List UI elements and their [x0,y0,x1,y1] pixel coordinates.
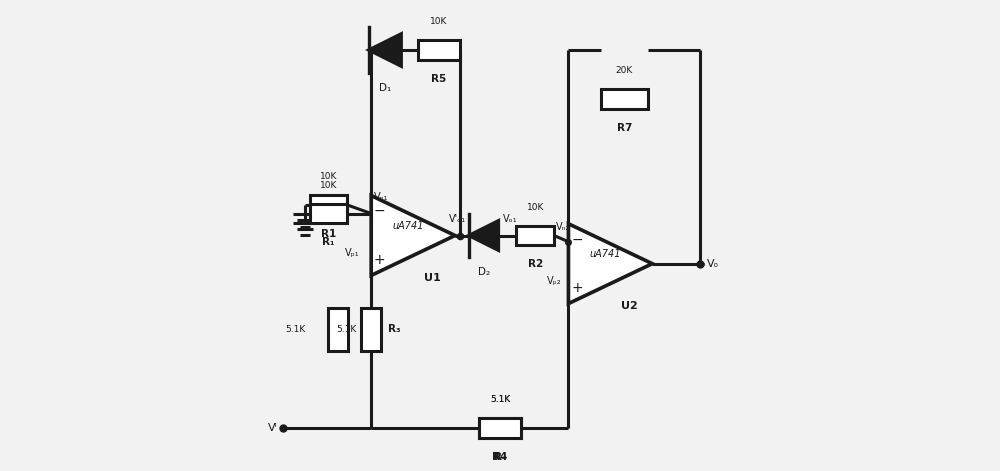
Text: 10K: 10K [320,180,337,190]
Text: D₁: D₁ [379,83,391,93]
Text: −: − [374,204,385,218]
Text: +: + [374,253,385,267]
Text: Vₙ₁: Vₙ₁ [374,192,388,202]
Text: R7: R7 [617,123,632,133]
Text: U2: U2 [621,301,638,311]
Text: R₁: R₁ [322,237,335,247]
Bar [479,418,521,438]
Text: Vₙ₂: Vₙ₂ [556,222,571,232]
Text: Vₒ₁: Vₒ₁ [503,214,518,224]
Text: Vₚ₁: Vₚ₁ [345,248,359,258]
Text: 5.1K: 5.1K [336,325,357,334]
Bar [601,89,648,109]
Text: Vᴵ: Vᴵ [268,423,277,433]
Polygon shape [568,224,652,304]
Text: 5.1K: 5.1K [490,395,510,404]
Bar [516,226,554,245]
Text: R5: R5 [431,74,447,84]
Text: D₂: D₂ [478,267,490,277]
Text: Vₚ₂: Vₚ₂ [547,276,561,286]
Bar [361,309,381,350]
Text: 10K: 10K [430,17,448,26]
Text: R₄: R₄ [494,452,506,462]
Text: R3: R3 [366,325,381,334]
Text: −: − [571,232,583,246]
Text: R2: R2 [528,260,543,269]
Text: +: + [571,281,583,295]
Bar [310,203,347,223]
Text: U1: U1 [424,273,440,283]
Bar [479,418,521,438]
Text: 5.1K: 5.1K [285,325,305,334]
Text: 20K: 20K [616,66,633,75]
Text: 5.1K: 5.1K [490,395,510,404]
Text: 10K: 10K [527,203,544,211]
Bar [328,309,348,350]
Text: V'ₒ₁: V'ₒ₁ [449,214,466,224]
Text: uA741: uA741 [393,221,424,231]
Text: R1: R1 [321,229,336,239]
Text: Vₒ: Vₒ [707,259,719,268]
Bar [418,40,460,60]
Text: 10K: 10K [320,172,337,181]
Bar [310,195,347,215]
Polygon shape [469,220,499,251]
Polygon shape [369,33,401,66]
Text: R4: R4 [492,452,508,462]
Text: uA741: uA741 [590,249,621,259]
Polygon shape [371,195,455,276]
Text: R₃: R₃ [388,325,401,334]
